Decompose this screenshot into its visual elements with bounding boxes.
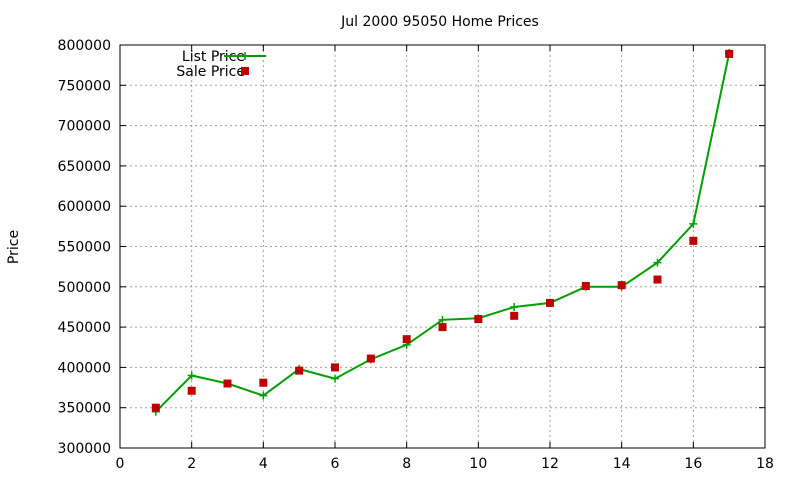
x-tick-label: 2 bbox=[187, 456, 196, 472]
list-price-point bbox=[331, 374, 339, 383]
sale-price-point bbox=[366, 354, 375, 363]
legend-label-sale-price: Sale Price bbox=[176, 64, 245, 80]
x-tick-label: 16 bbox=[684, 456, 702, 472]
sale-price-point bbox=[653, 275, 662, 284]
legend-marker-list-price bbox=[241, 52, 249, 60]
y-tick-label: 700000 bbox=[58, 119, 111, 135]
list-price-line bbox=[155, 52, 731, 413]
sale-price-point bbox=[474, 315, 483, 324]
sale-price-point bbox=[581, 281, 590, 290]
x-tick-label: 10 bbox=[469, 456, 487, 472]
x-tick-label: 0 bbox=[116, 456, 125, 472]
y-axis: 300000 350000 400000 450000 500000 550000 6000… bbox=[58, 38, 765, 457]
sale-price-point bbox=[617, 281, 626, 290]
chart-title: Jul 2000 95050 Home Prices bbox=[340, 14, 539, 30]
sale-price-point bbox=[331, 363, 339, 372]
sale-price-point bbox=[725, 49, 734, 58]
list-price-point bbox=[259, 391, 268, 400]
list-price-point bbox=[653, 258, 662, 267]
x-tick-label: 8 bbox=[402, 456, 411, 472]
x-tick-label: 4 bbox=[259, 456, 268, 472]
sale-price-point bbox=[223, 379, 232, 388]
sale-price-point bbox=[402, 335, 411, 344]
y-tick-label: 800000 bbox=[58, 38, 111, 54]
legend-label-list-price: List Price bbox=[182, 49, 245, 65]
legend: List Price Sale Price bbox=[176, 49, 266, 80]
sale-price-point bbox=[689, 236, 698, 245]
sale-price-point bbox=[438, 323, 447, 332]
y-tick-label: 400000 bbox=[58, 360, 111, 376]
x-tick-label: 6 bbox=[331, 456, 340, 472]
series-layer bbox=[151, 49, 734, 416]
grid bbox=[120, 45, 765, 448]
y-axis-label: Price bbox=[6, 230, 22, 264]
legend-marker-sale-price bbox=[241, 67, 249, 75]
sale-price-point bbox=[259, 378, 268, 387]
x-tick-label: 12 bbox=[541, 456, 559, 472]
y-tick-label: 600000 bbox=[58, 199, 111, 215]
y-tick-label: 350000 bbox=[58, 401, 111, 417]
sale-price-point bbox=[295, 366, 304, 375]
y-tick-label: 550000 bbox=[58, 240, 111, 256]
y-tick-label: 500000 bbox=[58, 280, 111, 296]
sale-price-point bbox=[546, 298, 554, 307]
y-tick-label: 450000 bbox=[58, 320, 111, 336]
y-tick-label: 750000 bbox=[58, 78, 111, 94]
x-tick-label: 14 bbox=[613, 456, 631, 472]
list-price-point bbox=[510, 302, 519, 311]
list-price-point bbox=[689, 219, 698, 228]
y-tick-label: 300000 bbox=[58, 441, 111, 457]
sale-price-point bbox=[187, 386, 196, 395]
list-price-point bbox=[187, 371, 196, 380]
sale-price-point bbox=[151, 403, 160, 412]
list-price-point bbox=[438, 315, 447, 324]
x-axis: 0 2 4 6 8 10 12 14 16 18 bbox=[116, 45, 774, 472]
x-tick-label: 18 bbox=[756, 456, 774, 472]
y-tick-label: 650000 bbox=[58, 159, 111, 175]
sale-price-point bbox=[510, 311, 519, 320]
